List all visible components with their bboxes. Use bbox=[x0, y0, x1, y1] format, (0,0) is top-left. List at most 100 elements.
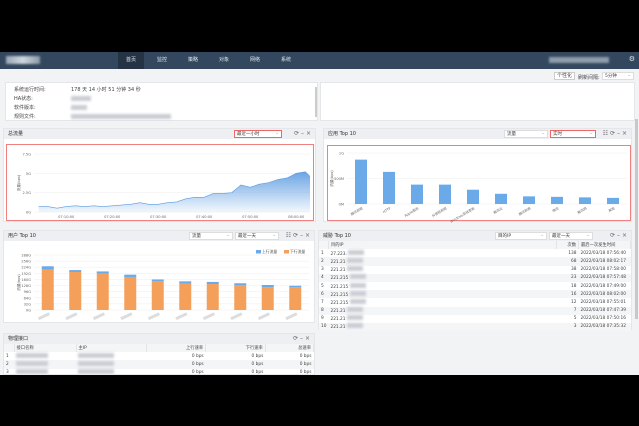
logo bbox=[6, 56, 40, 64]
table-row[interactable]: 5 221.215 18 2022/03/18 07:49:00 bbox=[319, 282, 631, 290]
traffic-panel: 总流量 最近一小时 ⟳ – × 0G 2.5G 5G 7.5G 流量(bps) 07:10… bbox=[3, 128, 316, 222]
x-tick-label: 07:30:00 bbox=[150, 215, 167, 219]
personalize-button[interactable]: 个性化 bbox=[554, 72, 576, 80]
down-rate: 0 bps bbox=[205, 360, 266, 369]
refresh-icon[interactable]: ⟳ bbox=[610, 232, 616, 239]
metric-select[interactable]: 目的IP bbox=[495, 232, 547, 240]
bar bbox=[579, 197, 591, 204]
bar-upload bbox=[261, 284, 274, 288]
bar-upload bbox=[151, 279, 164, 282]
down-rate: 0 bps bbox=[251, 370, 264, 375]
info-panel-right bbox=[320, 82, 635, 121]
nav-item[interactable]: 对象 bbox=[218, 57, 229, 63]
table-row[interactable]: 7 221.215 12 2022/03/18 07:55:01 bbox=[319, 298, 631, 306]
column-header[interactable]: 主IP bbox=[76, 344, 147, 353]
bar-download bbox=[124, 276, 137, 310]
minimize-icon[interactable]: – bbox=[617, 130, 621, 137]
column-header[interactable]: 下行速率 bbox=[205, 344, 266, 353]
y-tick-label: 500M bbox=[334, 177, 344, 181]
close-icon[interactable]: × bbox=[304, 232, 310, 239]
range-select[interactable]: 最近一小时 bbox=[234, 130, 282, 138]
y-tick-label: 1G bbox=[339, 152, 344, 156]
row-index: 10 bbox=[319, 322, 329, 332]
refresh-select[interactable]: 5分钟 bbox=[602, 72, 634, 80]
nav-item[interactable]: 策略 bbox=[187, 57, 198, 63]
total-rate: 0 bps bbox=[299, 353, 312, 359]
bar-download bbox=[261, 287, 274, 310]
time-cell: 2022/03/18 08:02:00 bbox=[578, 290, 631, 299]
column-header[interactable]: 接口名称 bbox=[14, 344, 77, 353]
nav-item[interactable]: 首页 bbox=[118, 52, 144, 69]
column-header[interactable]: 总速率 bbox=[265, 344, 314, 353]
row-index: 8 bbox=[319, 306, 329, 315]
x-tick-label: 07:20:00 bbox=[104, 215, 121, 219]
scrollbar[interactable] bbox=[315, 87, 317, 117]
uptime-value: 178 天 14 小时 51 分钟 34 秒 bbox=[71, 87, 141, 93]
table-row[interactable]: 2 221.21 68 2022/03/18 08:02:17 bbox=[319, 257, 631, 266]
range-select[interactable]: 最近一天 bbox=[549, 232, 593, 240]
bar-upload bbox=[69, 270, 82, 272]
minimize-icon[interactable]: – bbox=[300, 232, 304, 239]
refresh-icon[interactable]: ⟳ bbox=[294, 130, 300, 137]
page-scrollbar[interactable] bbox=[635, 119, 638, 319]
threat-table: 目的IP 次数 最后一次发生时间 1 27.223. 138 2022/03/18 07… bbox=[319, 241, 631, 332]
table-icon[interactable]: ☷ bbox=[602, 130, 609, 137]
range-select[interactable]: 实时 bbox=[550, 130, 596, 138]
column-header[interactable]: 上行速率 bbox=[146, 344, 207, 353]
table-row[interactable]: 6 221.215 16 2022/03/18 08:02:00 bbox=[319, 290, 631, 299]
refresh-icon[interactable]: ⟳ bbox=[293, 335, 299, 342]
refresh-icon[interactable]: ⟳ bbox=[610, 130, 616, 137]
column-header[interactable]: 次数 bbox=[556, 241, 579, 250]
table-row[interactable]: 8 221.21 7 2022/03/18 07:47:39 bbox=[319, 306, 631, 315]
user-menu[interactable] bbox=[549, 57, 609, 63]
table-row[interactable]: 1 27.223. 138 2022/03/18 07:56:40 bbox=[319, 249, 631, 257]
table-icon[interactable]: ☷ bbox=[285, 232, 292, 239]
panel-title: 用户 Top 10 bbox=[8, 233, 36, 239]
table-row[interactable]: 3 0 bps 0 bps 0 bps bbox=[4, 369, 314, 375]
x-tick-label bbox=[147, 312, 160, 321]
table-row[interactable]: 9 221.21 5 2022/03/18 07:50:16 bbox=[319, 315, 631, 323]
nav-item[interactable]: 监控 bbox=[156, 57, 167, 63]
x-tick-label: 08:00:00 bbox=[288, 215, 305, 219]
range-select[interactable]: 最近一天 bbox=[235, 232, 279, 240]
ip-cell: 221.21 bbox=[328, 315, 556, 323]
close-icon[interactable]: × bbox=[305, 130, 311, 137]
time-cell: 2022/03/18 07:56:40 bbox=[580, 250, 626, 256]
y-tick-label: 0G bbox=[26, 309, 31, 313]
traffic-area bbox=[38, 171, 310, 212]
row-index: 7 bbox=[321, 299, 324, 305]
table-row[interactable]: 3 221.21 38 2022/03/18 07:58:00 bbox=[319, 266, 631, 274]
table-row[interactable]: 4 221.215 23 2022/03/18 07:57:48 bbox=[319, 273, 631, 282]
ip-cell: 221.215 bbox=[328, 273, 557, 282]
bar-upload bbox=[96, 271, 109, 274]
minimize-icon[interactable]: – bbox=[301, 130, 305, 137]
refresh-icon[interactable]: ⟳ bbox=[293, 232, 299, 239]
settings-icon[interactable]: ⚙ bbox=[628, 55, 635, 63]
info-label: 软件版本: bbox=[14, 105, 36, 111]
x-tick-label: Windows系统更新 bbox=[449, 205, 476, 223]
app-chart: 0M 500M 1G 流量(bps) 腾讯视频 HTTP Apple服务 抖音短视频 Windo… bbox=[329, 152, 627, 223]
ip-cell: 221.215 bbox=[328, 290, 557, 299]
column-header[interactable]: 目的IP bbox=[328, 241, 558, 250]
traffic-chart: 0G 2.5G 5G 7.5G 流量(bps) 07:10:00 07:20:00 07:30… bbox=[16, 153, 311, 219]
table-row[interactable]: 10 221.21 3 2022/03/18 07:35:32 bbox=[319, 322, 631, 332]
close-icon[interactable]: × bbox=[621, 130, 627, 137]
minimize-icon[interactable]: – bbox=[300, 335, 304, 342]
x-tick-label: Apple服务 bbox=[403, 205, 420, 218]
count-cell: 3 bbox=[556, 322, 579, 332]
close-icon[interactable]: × bbox=[304, 335, 310, 342]
time-cell: 2022/03/18 07:47:39 bbox=[578, 306, 631, 315]
metric-select[interactable]: 流量 bbox=[189, 232, 233, 240]
row-index: 9 bbox=[321, 316, 324, 322]
bar-upload bbox=[289, 285, 302, 288]
count-cell: 138 bbox=[568, 250, 577, 256]
nav-item[interactable]: 系统 bbox=[280, 57, 291, 63]
close-icon[interactable]: × bbox=[621, 232, 627, 239]
minimize-icon[interactable]: – bbox=[617, 232, 621, 239]
metric-select[interactable]: 流量 bbox=[504, 130, 548, 138]
time-cell: 2022/03/18 07:57:48 bbox=[578, 273, 631, 282]
column-header[interactable]: 最后一次发生时间 bbox=[578, 241, 631, 250]
table-row[interactable]: 1 0 bps 0 bps 0 bps bbox=[4, 352, 314, 360]
nav-item[interactable]: 网络 bbox=[249, 57, 260, 63]
